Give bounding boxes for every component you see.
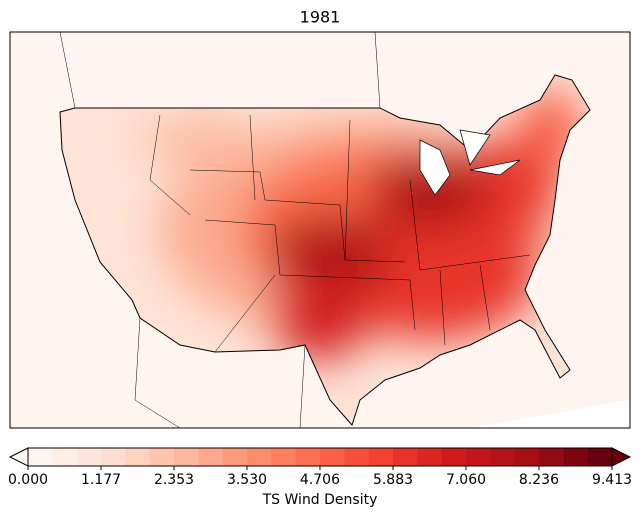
colorbar-tick-label: 7.060 [446,472,486,488]
colorbar-band [368,448,394,466]
colorbar-band [271,448,297,466]
colorbar-band [247,448,272,466]
colorbar-label: TS Wind Density [262,492,378,508]
colorbar-tick-label: 2.353 [154,472,194,488]
map [10,32,630,428]
colorbar-band [320,448,345,466]
colorbar-band [344,448,370,466]
colorbar-band [28,448,53,466]
colorbar-band [222,448,248,466]
map-title: 1981 [300,8,341,27]
colorbar-band [52,448,78,466]
colorbar-band [125,448,151,466]
colorbar-band [490,448,516,466]
coastline [59,74,591,426]
colorbar-extend-low [8,447,29,467]
colorbar-band [563,448,589,466]
ocean [470,400,630,428]
colorbar-extend-high [611,447,632,467]
colorbar-tick-label: 9.413 [592,472,632,488]
colorbar-tick-label: 0.000 [8,472,48,488]
colorbar-band [295,448,321,466]
colorbar: 0.000 1.177 2.353 3.530 4.706 5.883 7.060 8.236… [8,447,632,488]
colorbar-band [76,448,102,466]
map-frame [9,31,631,429]
colorbar-band [101,448,126,466]
colorbar-band [174,448,199,466]
colorbar-band [198,448,224,466]
colorbar-tick-label: 4.706 [300,472,340,488]
colorbar-band [539,448,564,466]
colorbar-band [514,448,540,466]
colorbar-band [441,448,467,466]
colorbar-band [466,448,491,466]
colorbar-band [417,448,443,466]
colorbar-tick-label: 3.530 [227,472,267,488]
colorbar-tick-label: 5.883 [373,472,413,488]
colorbar-tick-label: 1.177 [81,472,121,488]
great-lakes [419,129,521,196]
colorbar-tick-label: 8.236 [519,472,559,488]
colorbar-band [587,448,613,466]
colorbar-band [149,448,175,466]
colorbar-band [393,448,418,466]
borders [59,32,531,428]
